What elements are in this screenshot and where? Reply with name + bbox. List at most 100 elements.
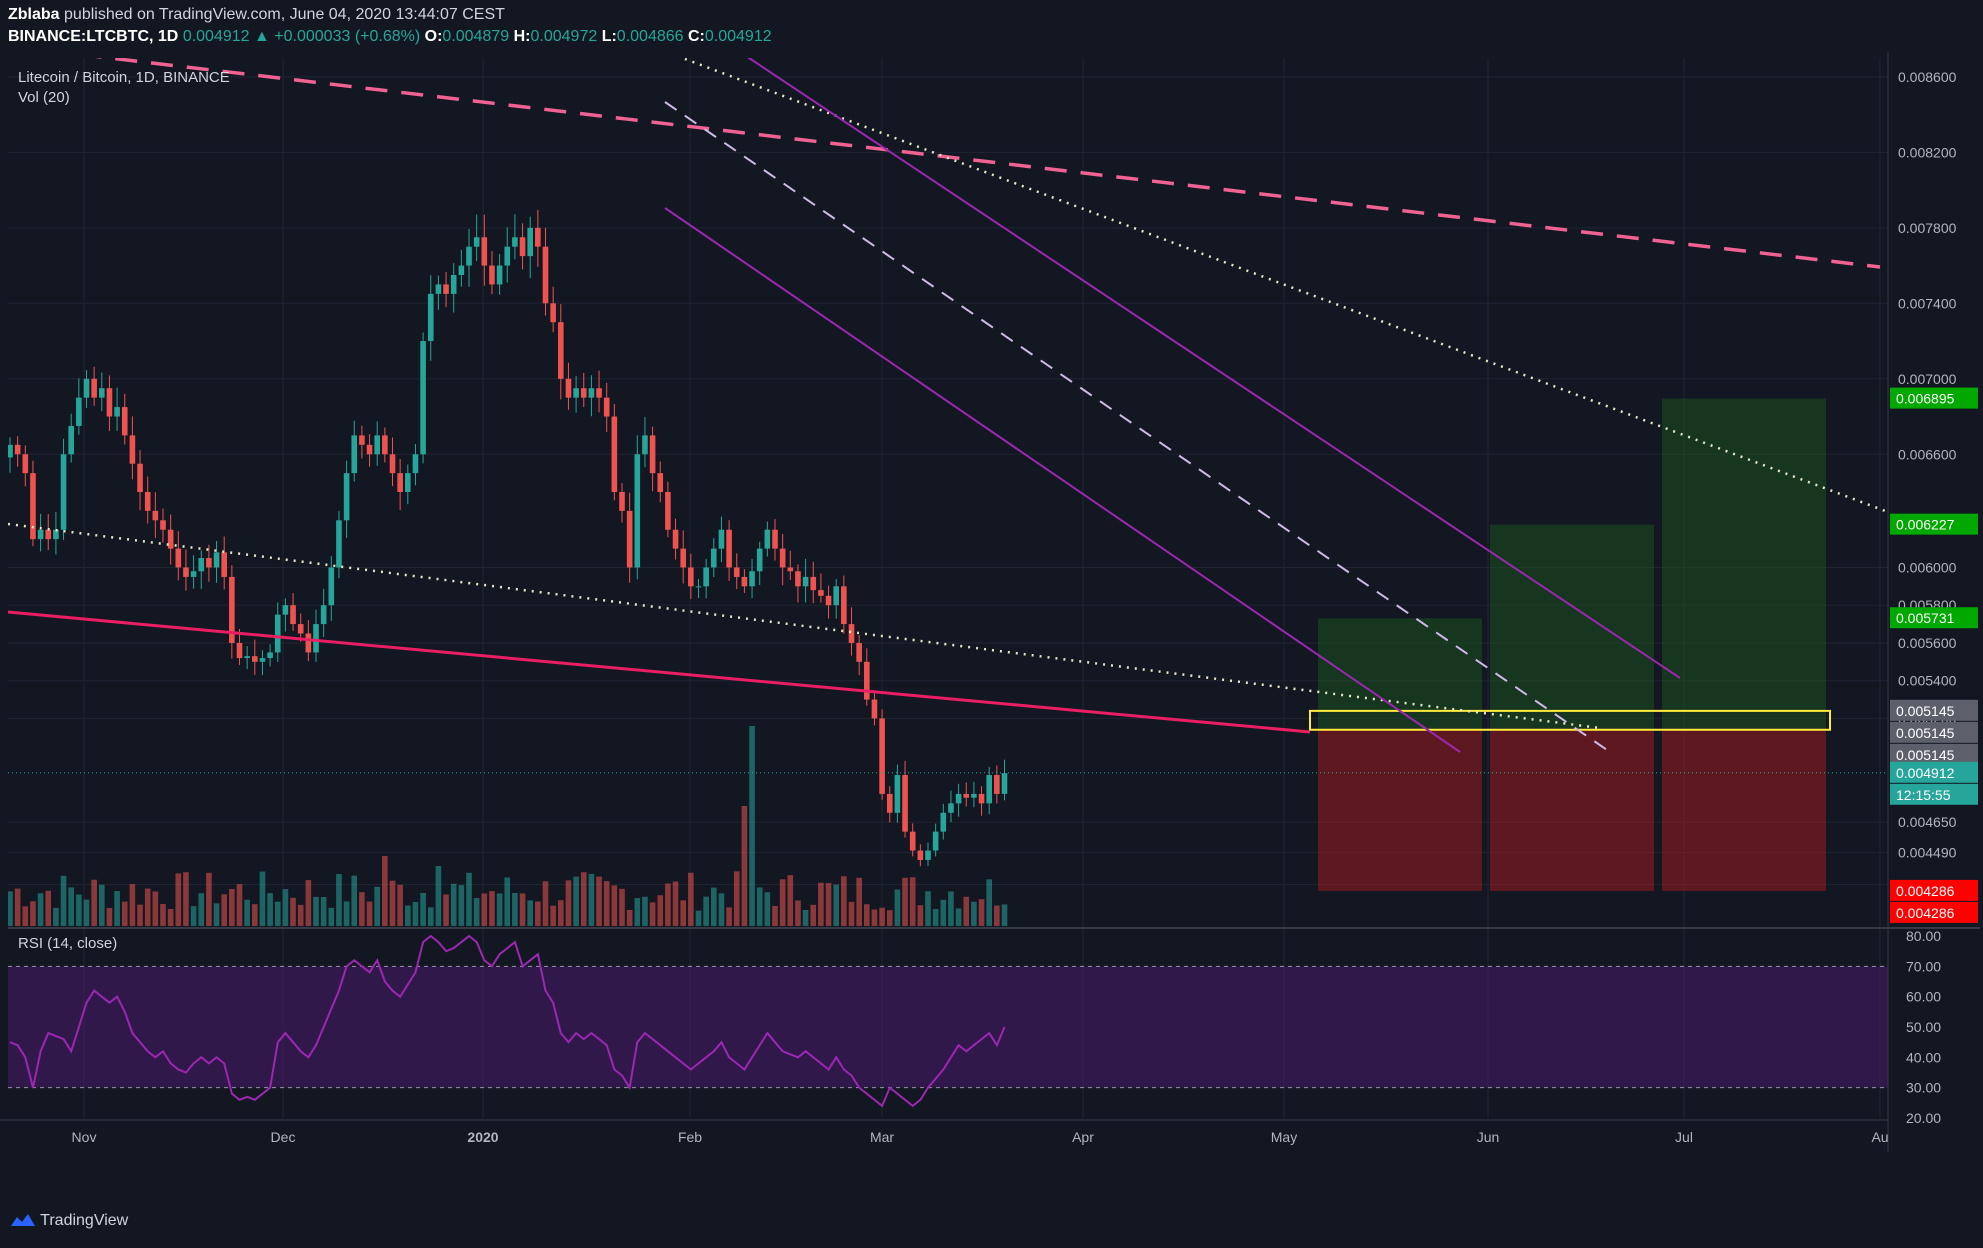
volume-bar-74 <box>573 876 579 926</box>
rsi-tick-1: 70.00 <box>1906 958 1941 974</box>
candle-body-69 <box>535 227 541 247</box>
candle-body-46 <box>359 435 365 445</box>
candle-body-124 <box>955 793 962 804</box>
candle-body-91 <box>703 567 709 587</box>
candle-body-85 <box>657 473 664 492</box>
zone-0 <box>1318 618 1482 729</box>
candle-body-66 <box>512 237 518 247</box>
volume-bar-103 <box>795 900 801 926</box>
volume-bar-73 <box>565 880 572 926</box>
candle-body-114 <box>879 718 885 794</box>
volume-bar-66 <box>512 892 518 926</box>
candle-body-37 <box>290 605 296 625</box>
candle-body-70 <box>542 246 549 304</box>
candle-body-26 <box>206 558 212 568</box>
candle-body-49 <box>382 435 388 455</box>
symbol-name[interactable]: BINANCE:LTCBTC, 1D <box>8 28 179 45</box>
candle-body-130 <box>1001 773 1008 794</box>
volume-bar-9 <box>76 894 82 926</box>
volume-bar-82 <box>634 898 641 926</box>
candle-body-56 <box>435 284 442 294</box>
volume-bar-91 <box>703 896 709 926</box>
volume-bar-122 <box>940 899 947 926</box>
volume-bar-38 <box>297 904 304 926</box>
candle-body-116 <box>894 775 901 813</box>
volume-bar-59 <box>458 885 465 926</box>
candle-body-92 <box>711 548 717 568</box>
volume-bar-98 <box>756 887 763 926</box>
brand-name: TradingView <box>40 1212 129 1229</box>
candle-body-97 <box>749 571 755 587</box>
chart-area[interactable]: 0.008600 0.008200 0.007800 0.007400 0.007000… <box>0 52 1983 1200</box>
volume-bar-44 <box>343 901 350 926</box>
zone-1 <box>1490 524 1654 729</box>
volume-bar-86 <box>665 883 671 926</box>
candle-body-81 <box>626 510 633 568</box>
volume-bar-15 <box>121 901 128 926</box>
volume-bar-127 <box>978 899 985 926</box>
candle-body-22 <box>175 548 182 568</box>
volume-bar-130 <box>1001 904 1008 926</box>
candle-body-94 <box>726 529 732 568</box>
volume-bar-24 <box>190 906 197 926</box>
volume-bar-71 <box>550 905 556 926</box>
candles <box>8 209 1008 867</box>
volume-bar-63 <box>489 891 495 926</box>
volume-bar-116 <box>894 889 901 926</box>
time-tick-0: Nov <box>72 1129 97 1145</box>
candle-body-71 <box>550 303 556 323</box>
candle-body-109 <box>841 586 847 625</box>
rsi-tick-2: 60.00 <box>1906 989 1941 1005</box>
volume-bar-2 <box>22 906 29 926</box>
chart-title: Litecoin / Bitcoin, 1D, BINANCE <box>18 69 230 86</box>
zone-3 <box>1318 728 1482 891</box>
volume-bar-57 <box>443 894 449 926</box>
price-tick-9: 0.005400 <box>1898 673 1957 689</box>
volume-bar-121 <box>932 908 939 926</box>
candle-body-72 <box>558 322 564 379</box>
price-label-bg-8 <box>1890 879 1978 901</box>
tradingview-logo[interactable]: TradingView <box>10 1212 128 1230</box>
candle-body-27 <box>213 552 220 568</box>
volume-bar-99 <box>764 892 771 926</box>
candle-body-41 <box>320 605 327 625</box>
time-tick-1: Dec <box>271 1129 296 1145</box>
candle-body-73 <box>565 378 572 398</box>
volume-bar-20 <box>160 903 166 926</box>
candle-body-42 <box>328 567 335 606</box>
time-tick-9: Au <box>1871 1129 1888 1145</box>
candle-body-117 <box>902 775 908 832</box>
volume-bar-62 <box>481 893 488 926</box>
price-tick-6: 0.006000 <box>1898 559 1957 575</box>
author-name[interactable]: Zblaba <box>8 6 60 23</box>
candle-body-100 <box>772 529 778 549</box>
candle-body-128 <box>986 775 992 804</box>
candle-body-64 <box>496 265 503 285</box>
volume-bar-83 <box>642 896 648 926</box>
rsi-pane <box>8 934 1888 1108</box>
price-label-bg-5 <box>1890 743 1978 765</box>
rsi-band <box>8 966 1888 1088</box>
candle-body-39 <box>305 633 312 653</box>
candle-body-61 <box>473 237 480 247</box>
volume-bar-32 <box>252 904 258 926</box>
candle-body-32 <box>252 656 258 662</box>
candle-body-40 <box>313 624 319 653</box>
candle-body-25 <box>198 558 205 572</box>
volume-bar-42 <box>328 907 335 926</box>
candle-body-99 <box>764 529 771 549</box>
volume-bar-80 <box>619 888 625 926</box>
volume-bar-92 <box>711 887 717 926</box>
price-tick-8: 0.005600 <box>1898 635 1957 651</box>
candle-body-7 <box>60 454 67 530</box>
pink-dashed-trendline <box>94 58 1881 269</box>
candle-body-88 <box>680 548 686 568</box>
volume-bar-28 <box>221 894 227 926</box>
candle-body-63 <box>489 265 495 285</box>
rsi-tick-6: 20.00 <box>1906 1110 1941 1126</box>
volume-bar-12 <box>99 884 105 926</box>
volume-bar-26 <box>206 872 212 926</box>
price-label-bg-0 <box>1890 387 1978 409</box>
price-label-2: 0.005731 <box>1896 610 1955 626</box>
low-value: 0.004866 <box>616 28 684 45</box>
